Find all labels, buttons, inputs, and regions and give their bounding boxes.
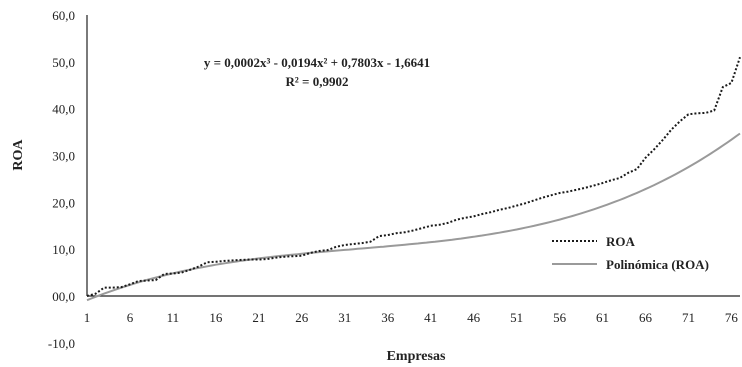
x-tick-label: 1 [84, 310, 91, 325]
x-tick-label: 16 [209, 310, 223, 325]
y-tick-label: 10,0 [52, 242, 75, 257]
legend-label-polinomica: Polinómica (ROA) [606, 257, 709, 272]
x-tick-label: 11 [167, 310, 180, 325]
y-tick-label: 30,0 [52, 149, 75, 164]
y-tick-label: 60,0 [52, 8, 75, 23]
x-tick-label: 46 [467, 310, 481, 325]
legend: ROA Polinómica (ROA) [552, 234, 709, 272]
x-tick-label: 76 [725, 310, 739, 325]
y-tick-label: 20,0 [52, 195, 75, 210]
x-axis-ticks: 1 6 11 16 21 26 31 36 41 46 51 56 61 66 71 76 [84, 310, 739, 325]
trendline-r-squared: R² = 0,9902 [286, 74, 349, 89]
x-tick-label: 31 [338, 310, 351, 325]
x-tick-label: 36 [381, 310, 395, 325]
x-tick-label: 26 [295, 310, 309, 325]
x-tick-label: 21 [252, 310, 265, 325]
y-axis-title: ROA [11, 139, 26, 171]
x-tick-label: 66 [639, 310, 653, 325]
series-roa-line [86, 56, 741, 297]
x-axis-title: Empresas [387, 349, 446, 364]
legend-label-roa: ROA [606, 234, 636, 249]
y-tick-label: 50,0 [52, 55, 75, 70]
y-tick-label: 40,0 [52, 102, 75, 117]
x-tick-label: 41 [424, 310, 437, 325]
x-tick-label: 6 [127, 310, 134, 325]
x-tick-label: 51 [510, 310, 523, 325]
x-tick-label: 56 [553, 310, 567, 325]
y-axis-ticks: -10,0 00,0 10,0 20,0 30,0 40,0 50,0 60,0 [48, 8, 75, 351]
y-tick-label: 00,0 [52, 289, 75, 304]
x-tick-label: 61 [596, 310, 609, 325]
series-polinomica-line [86, 132, 741, 302]
y-tick-label: -10,0 [48, 336, 75, 351]
x-tick-label: 71 [682, 310, 695, 325]
trendline-equation: y = 0,0002x³ - 0,0194x² + 0,7803x - 1,66… [204, 55, 430, 70]
